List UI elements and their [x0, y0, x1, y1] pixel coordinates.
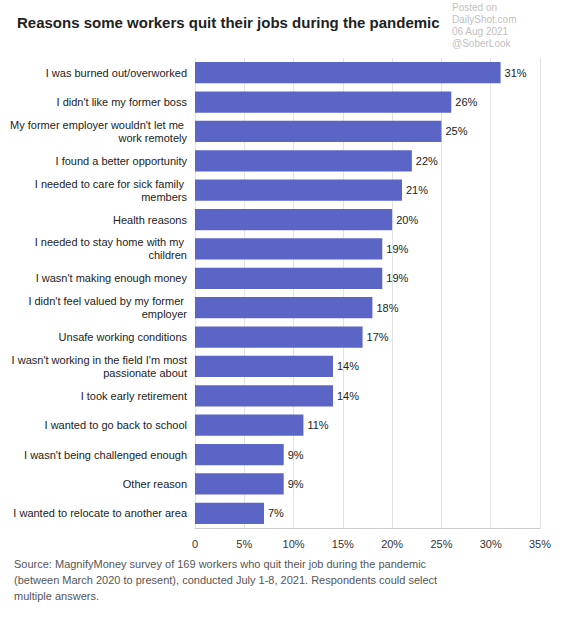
- svg-text:0: 0: [192, 538, 198, 550]
- svg-text:I wasn't working in the field: I wasn't working in the field I'm most: [12, 354, 187, 366]
- svg-text:17%: 17%: [367, 331, 389, 343]
- svg-text:children: children: [148, 249, 187, 261]
- svg-text:My former employer wouldn't le: My former employer wouldn't let me: [10, 119, 187, 131]
- svg-text:06 Aug 2021: 06 Aug 2021: [452, 26, 509, 37]
- svg-text:work remotely: work remotely: [118, 132, 188, 144]
- svg-text:DailyShot.com: DailyShot.com: [452, 14, 516, 25]
- svg-text:22%: 22%: [416, 155, 438, 167]
- svg-text:30%: 30%: [480, 538, 502, 550]
- svg-text:19%: 19%: [386, 243, 408, 255]
- svg-text:31%: 31%: [505, 67, 527, 79]
- svg-text:Reasons some workers quit thei: Reasons some workers quit their jobs dur…: [17, 14, 440, 31]
- svg-text:19%: 19%: [386, 272, 408, 284]
- svg-text:I didn't feel valued by my for: I didn't feel valued by my former: [28, 295, 187, 307]
- svg-text:Health reasons: Health reasons: [113, 214, 187, 226]
- svg-text:18%: 18%: [376, 302, 398, 314]
- svg-text:members: members: [141, 191, 187, 203]
- svg-text:I needed to care for sick fami: I needed to care for sick family: [35, 178, 187, 190]
- svg-text:multiple answers.: multiple answers.: [14, 590, 99, 602]
- svg-text:7%: 7%: [268, 507, 284, 519]
- svg-text:I was burned out/overworked: I was burned out/overworked: [46, 67, 187, 79]
- svg-text:I found a better opportunity: I found a better opportunity: [56, 155, 188, 167]
- svg-text:25%: 25%: [430, 538, 452, 550]
- svg-text:@SoberLook: @SoberLook: [452, 38, 512, 49]
- svg-text:I wanted to go back to school: I wanted to go back to school: [45, 419, 187, 431]
- svg-text:Posted on: Posted on: [452, 2, 497, 13]
- svg-text:employer: employer: [142, 308, 188, 320]
- svg-text:I wasn't making enough money: I wasn't making enough money: [36, 272, 188, 284]
- svg-text:20%: 20%: [381, 538, 403, 550]
- svg-text:I wanted to relocate to anothe: I wanted to relocate to another area: [13, 507, 188, 519]
- svg-text:Source: MagnifyMoney survey of: Source: MagnifyMoney survey of 169 worke…: [14, 558, 429, 570]
- svg-text:I took early retirement: I took early retirement: [81, 390, 187, 402]
- svg-text:14%: 14%: [337, 360, 359, 372]
- svg-text:14%: 14%: [337, 390, 359, 402]
- svg-text:(between March 2020 to present: (between March 2020 to present), conduct…: [14, 574, 440, 586]
- svg-text:I needed to stay home with my: I needed to stay home with my: [35, 236, 187, 248]
- svg-text:20%: 20%: [396, 214, 418, 226]
- svg-text:5%: 5%: [236, 538, 252, 550]
- svg-text:21%: 21%: [406, 184, 428, 196]
- svg-text:I didn't like my former boss: I didn't like my former boss: [57, 96, 188, 108]
- svg-text:26%: 26%: [455, 96, 477, 108]
- svg-text:passionate about: passionate about: [100, 367, 187, 379]
- svg-text:Unsafe working conditions: Unsafe working conditions: [59, 331, 188, 343]
- svg-text:10%: 10%: [283, 538, 305, 550]
- svg-text:25%: 25%: [445, 125, 467, 137]
- svg-text:15%: 15%: [332, 538, 354, 550]
- svg-text:Other reason: Other reason: [123, 478, 187, 490]
- svg-text:9%: 9%: [288, 478, 304, 490]
- svg-text:35%: 35%: [529, 538, 551, 550]
- svg-text:11%: 11%: [307, 419, 328, 431]
- svg-text:I wasn't being challenged enou: I wasn't being challenged enough: [24, 449, 187, 461]
- svg-text:9%: 9%: [288, 449, 304, 461]
